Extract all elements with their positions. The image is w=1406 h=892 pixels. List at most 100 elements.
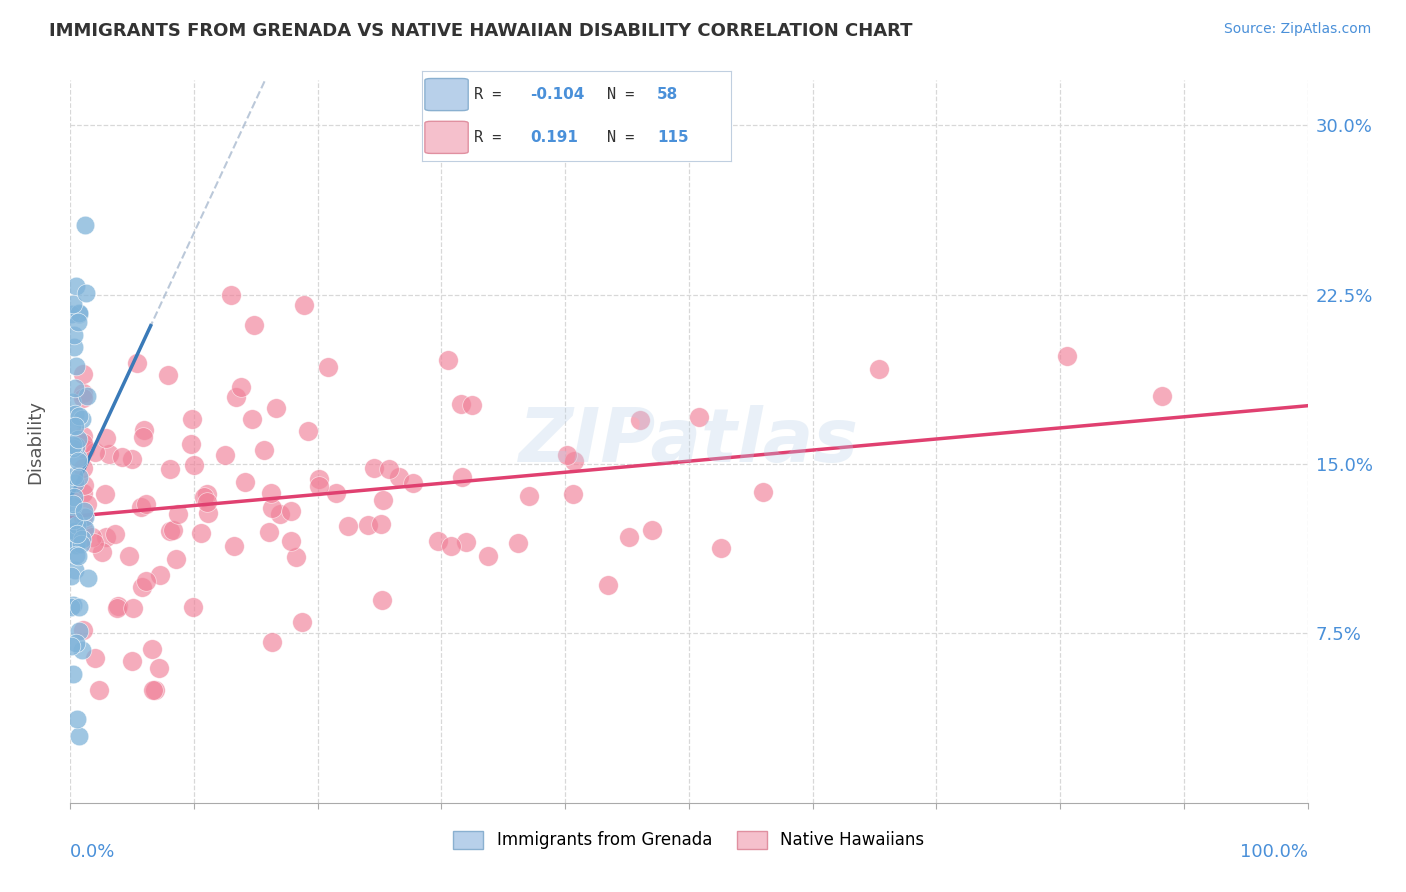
- Point: [72, 435, 94, 450]
- Point: [73, 522, 96, 536]
- Point: [62, 666, 84, 681]
- Point: [149, 568, 172, 582]
- Point: [63, 490, 86, 504]
- Point: [121, 451, 143, 466]
- Text: 58: 58: [657, 87, 678, 102]
- Point: [190, 525, 212, 540]
- Point: [66, 450, 89, 465]
- Point: [257, 525, 280, 540]
- Point: [253, 443, 276, 458]
- Point: [63, 408, 86, 422]
- Point: [66, 549, 89, 563]
- Point: [72, 367, 94, 381]
- Point: [105, 601, 128, 615]
- Point: [628, 413, 651, 427]
- Point: [141, 641, 163, 656]
- Point: [135, 574, 157, 588]
- Point: [562, 487, 585, 501]
- Point: [131, 580, 153, 594]
- Point: [129, 500, 152, 514]
- Point: [132, 423, 155, 437]
- Point: [183, 458, 205, 472]
- Point: [437, 353, 460, 368]
- Point: [641, 523, 664, 537]
- Point: [269, 507, 291, 521]
- Text: 100.0%: 100.0%: [1240, 843, 1308, 861]
- Point: [159, 462, 181, 476]
- Point: [67, 600, 90, 615]
- Point: [148, 660, 170, 674]
- Point: [72, 623, 94, 637]
- Point: [65, 636, 87, 650]
- Point: [325, 485, 347, 500]
- Point: [477, 549, 499, 563]
- Point: [62, 438, 84, 452]
- Point: [388, 470, 411, 484]
- Point: [162, 523, 184, 537]
- Point: [260, 486, 283, 500]
- Point: [65, 439, 87, 453]
- Point: [96, 530, 118, 544]
- Point: [76, 571, 98, 585]
- Point: [62, 598, 84, 612]
- Point: [65, 359, 87, 373]
- Point: [240, 411, 263, 425]
- Text: N =: N =: [607, 87, 634, 102]
- Point: [76, 497, 98, 511]
- Point: [72, 385, 94, 400]
- Point: [66, 712, 89, 726]
- Point: [219, 288, 242, 302]
- Point: [357, 518, 380, 533]
- Point: [73, 504, 96, 518]
- Point: [72, 391, 94, 405]
- Point: [87, 682, 110, 697]
- Point: [752, 485, 775, 500]
- Point: [83, 536, 105, 550]
- Point: [65, 475, 87, 490]
- Point: [60, 418, 83, 433]
- Point: [555, 448, 578, 462]
- Text: Disability: Disability: [27, 400, 45, 483]
- Point: [66, 526, 89, 541]
- Point: [94, 431, 117, 445]
- Point: [461, 398, 484, 412]
- Point: [426, 533, 449, 548]
- Point: [67, 306, 90, 320]
- Point: [84, 651, 107, 665]
- Point: [517, 489, 540, 503]
- Point: [76, 389, 98, 403]
- Point: [67, 307, 90, 321]
- Point: [1150, 389, 1173, 403]
- Point: [62, 500, 84, 514]
- Point: [284, 549, 307, 564]
- Point: [291, 615, 314, 629]
- Text: 115: 115: [657, 130, 689, 145]
- Point: [260, 501, 283, 516]
- Point: [336, 518, 359, 533]
- Text: 0.191: 0.191: [530, 130, 578, 145]
- FancyBboxPatch shape: [425, 78, 468, 111]
- Point: [143, 682, 166, 697]
- Point: [62, 297, 84, 311]
- Point: [243, 318, 266, 333]
- Point: [450, 397, 472, 411]
- Point: [378, 462, 401, 476]
- Point: [66, 517, 89, 532]
- Point: [75, 285, 97, 300]
- Point: [69, 624, 91, 638]
- Point: [72, 486, 94, 500]
- Point: [63, 524, 86, 539]
- Point: [454, 535, 477, 549]
- Point: [65, 549, 87, 563]
- Point: [224, 539, 246, 553]
- Point: [65, 538, 87, 552]
- Point: [451, 470, 474, 484]
- Point: [180, 436, 202, 450]
- Point: [60, 307, 83, 321]
- Point: [370, 516, 392, 531]
- Point: [122, 600, 145, 615]
- Point: [280, 533, 302, 548]
- Point: [67, 729, 90, 743]
- Point: [868, 361, 890, 376]
- Point: [73, 442, 96, 456]
